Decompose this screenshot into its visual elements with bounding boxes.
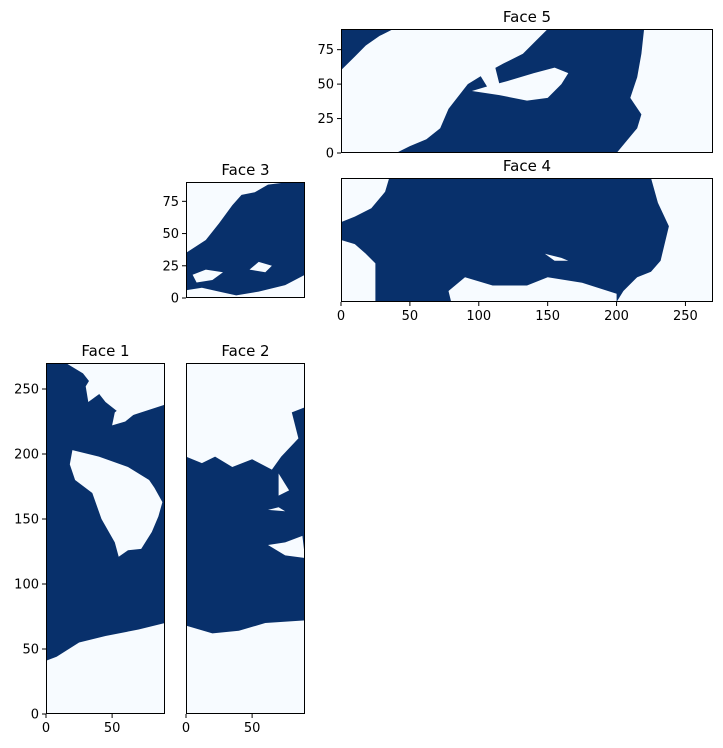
face-1-ytick-label: 250 <box>14 383 39 398</box>
face-2-mask <box>186 407 305 634</box>
face-3-title: Face 3 <box>221 161 269 179</box>
face-1-ytick-label: 150 <box>14 513 39 528</box>
face-5-ytick-label: 25 <box>317 112 334 127</box>
face-2-land-region-1 <box>268 535 305 558</box>
face-3-ytick-label: 75 <box>162 195 179 210</box>
panel-face-3: 0 25 50 75 Face 3 <box>162 161 305 307</box>
face-3-land-region-1 <box>192 269 223 283</box>
face-4-xtick-label: 0 <box>337 309 345 324</box>
face-5-ytick-label: 0 <box>326 147 334 162</box>
face-4-xtick-label: 150 <box>535 309 560 324</box>
face-5-mask <box>341 29 645 153</box>
face-4-land-region-1 <box>448 277 617 302</box>
panel-face-4: 0 50 100 150 200 250 Face 4 <box>337 157 713 324</box>
panel-face-5: 0 25 50 75 Face 5 <box>317 8 713 162</box>
face-1-axes-frame <box>46 363 165 714</box>
face-2-land-region-3 <box>278 473 290 496</box>
face-4-title: Face 4 <box>503 157 551 175</box>
face-5-ytick-label: 50 <box>317 78 334 93</box>
face-1-ytick-label: 200 <box>14 448 39 463</box>
face-2-land-region-2 <box>268 507 286 512</box>
face-2-ocean-region-1 <box>186 407 305 634</box>
face-5-title: Face 5 <box>503 8 551 26</box>
face-3-ytick-label: 50 <box>162 227 179 242</box>
face-5-land-region-2 <box>478 67 500 91</box>
face-1-title: Face 1 <box>81 342 129 360</box>
face-1-land-region-1 <box>69 450 163 557</box>
face-4-xtick-label: 100 <box>466 309 491 324</box>
face-4-xtick-label: 250 <box>673 309 698 324</box>
face-3-land-region-2 <box>249 261 272 273</box>
face-1-land-region-3 <box>85 373 105 402</box>
face-4-axes-frame <box>341 178 713 302</box>
face-4-mask <box>341 178 669 302</box>
face-3-ytick-label: 0 <box>171 292 179 307</box>
face-4-xtick-label: 200 <box>604 309 629 324</box>
face-4-ocean-region-1 <box>341 178 669 302</box>
face-1-ytick-label: 100 <box>14 578 39 593</box>
face-1-mask <box>46 363 165 661</box>
face-5-land-region-3 <box>368 70 390 98</box>
face-5-land-region-1 <box>471 67 569 101</box>
face-5-ocean-region-2 <box>341 29 394 71</box>
face-5-axes-frame <box>341 29 713 153</box>
face-1-xtick-label: 0 <box>42 721 50 736</box>
face-3-mask <box>186 182 305 296</box>
face-5-ytick-label: 75 <box>317 43 334 58</box>
face-2-xtick-label: 50 <box>244 721 261 736</box>
face-3-axes-frame <box>186 182 305 298</box>
face-2-xtick-label: 0 <box>182 721 190 736</box>
panel-face-2: 0 50 Face 2 <box>182 342 305 736</box>
face-3-ytick-label: 25 <box>162 259 179 274</box>
face-1-ytick-label: 0 <box>31 708 39 723</box>
panel-face-1: 0 50 0 50 100 150 200 250 Face 1 <box>14 342 165 736</box>
face-2-title: Face 2 <box>221 342 269 360</box>
face-1-xtick-label: 50 <box>104 721 121 736</box>
face-1-ytick-label: 50 <box>22 643 39 658</box>
face-4-xtick-label: 50 <box>402 309 419 324</box>
face-1-land-region-2 <box>112 365 163 426</box>
face-4-land-region-2 <box>544 253 569 261</box>
face-3-ocean-region-1 <box>186 182 305 296</box>
face-2-axes-frame <box>186 363 305 714</box>
